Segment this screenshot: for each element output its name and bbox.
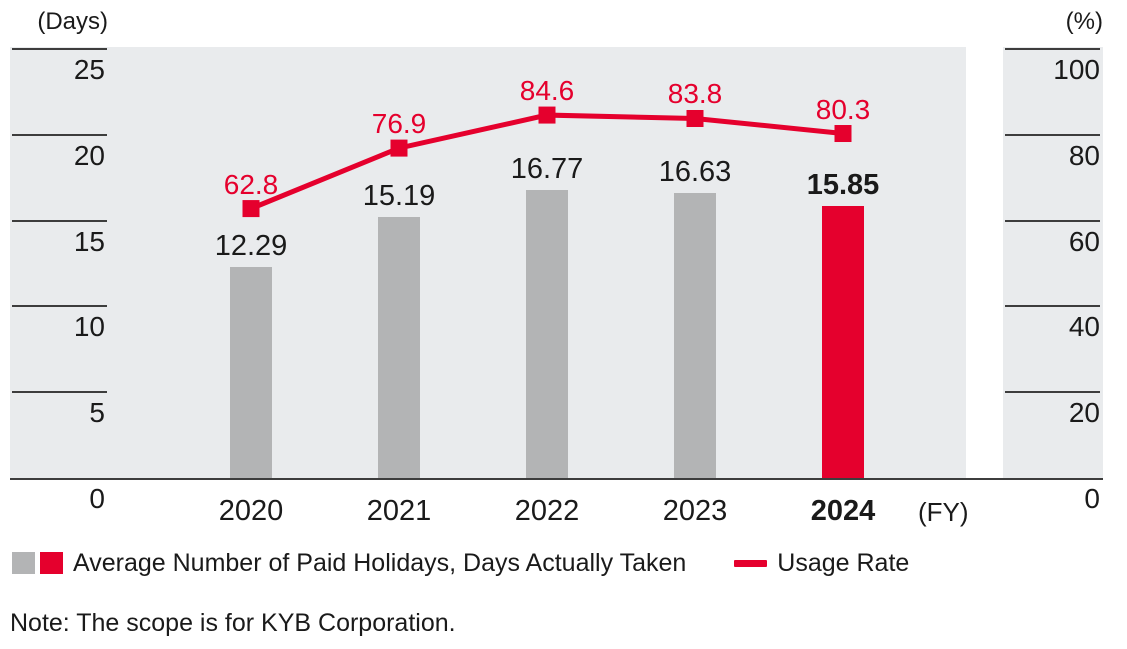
left-axis-tick [12, 48, 107, 50]
right-axis-background [1003, 47, 1103, 478]
line-value-label: 83.8 [667, 78, 723, 110]
bar-2021 [378, 217, 420, 478]
left-axis-tick [12, 305, 107, 308]
legend: Average Number of Paid Holidays, Days Ac… [12, 548, 910, 577]
left-axis-tick-label: 15 [73, 225, 105, 257]
bar-gray-swatch-icon [12, 552, 35, 574]
right-axis-tick-label: 20 [1068, 397, 1100, 429]
right-axis-tick-label: 80 [1068, 139, 1100, 171]
left-axis-tick [12, 133, 107, 136]
right-axis-tick-label: 100 [1053, 54, 1100, 85]
line-swatch-icon [734, 559, 768, 567]
line-marker-icon [538, 106, 556, 124]
x-axis-label-2022: 2022 [514, 495, 580, 527]
legend-line-label: Usage Rate [777, 548, 910, 577]
bar-red-swatch-icon [40, 552, 63, 574]
left-axis-tick-label: 0 [89, 483, 105, 514]
x-axis-label-2024: 2024 [810, 495, 876, 527]
bar-value-label: 15.19 [362, 180, 436, 213]
line-value-label: 76.9 [371, 108, 427, 140]
bar-value-label: 12.29 [214, 230, 288, 263]
left-axis-tick [12, 391, 107, 394]
x-axis-unit-label: (FY) [918, 497, 969, 527]
bar-value-label: 15.85 [806, 169, 880, 201]
right-axis-tick [1005, 219, 1100, 222]
line-value-label: 84.6 [519, 75, 575, 107]
bar-2023 [674, 192, 716, 478]
bar-2024-highlight [822, 206, 864, 478]
plot-area-background [10, 47, 966, 478]
x-axis-label-2020: 2020 [218, 495, 284, 527]
right-axis-tick [1005, 133, 1100, 136]
x-axis-label-2023: 2023 [662, 495, 728, 527]
line-value-label: 62.8 [223, 168, 279, 200]
left-axis-tick-label: 25 [73, 54, 105, 85]
bar-2020 [230, 267, 272, 478]
left-axis-tick [12, 219, 107, 222]
right-axis-tick-label: 40 [1068, 311, 1100, 343]
right-axis-tick [1005, 305, 1100, 308]
right-axis-tick [1005, 48, 1100, 50]
x-axis-baseline [10, 478, 1103, 480]
legend-bars-label: Average Number of Paid Holidays, Days Ac… [73, 548, 687, 577]
note-text: Note: The scope is for KYB Corporation. [10, 609, 456, 637]
right-axis-tick [1005, 391, 1100, 394]
bar-value-label: 16.63 [658, 155, 732, 188]
right-axis-tick-label: 0 [1084, 483, 1100, 514]
left-axis-tick-label: 5 [89, 397, 105, 429]
line-marker-icon [834, 125, 852, 143]
line-value-label: 80.3 [815, 93, 871, 125]
bar-value-label: 16.77 [510, 153, 584, 186]
line-marker-icon [242, 200, 260, 218]
left-axis-tick-label: 10 [73, 311, 105, 343]
line-marker-icon [390, 139, 408, 157]
left-axis-unit-label: (Days) [37, 8, 108, 35]
bar-2022 [526, 190, 568, 478]
right-axis-unit-label: (%) [1065, 8, 1103, 35]
line-marker-icon [686, 109, 704, 127]
x-axis-label-2021: 2021 [366, 495, 432, 527]
left-axis-tick-label: 20 [73, 139, 105, 171]
right-axis-tick-label: 60 [1068, 225, 1100, 257]
